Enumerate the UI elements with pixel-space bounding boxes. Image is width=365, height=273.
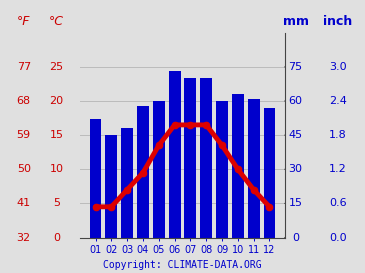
Bar	[89, 119, 101, 238]
Text: 5: 5	[53, 198, 60, 208]
Text: 10: 10	[50, 164, 64, 174]
Text: °F: °F	[17, 15, 30, 28]
Bar	[105, 135, 117, 238]
Text: °C: °C	[49, 15, 64, 28]
Text: 0.6: 0.6	[329, 198, 346, 208]
Bar	[248, 99, 260, 238]
Text: 0.0: 0.0	[329, 233, 346, 242]
Bar	[200, 78, 212, 238]
Text: 15: 15	[289, 198, 303, 208]
Text: 41: 41	[17, 198, 31, 208]
Text: 25: 25	[50, 62, 64, 72]
Text: 1.8: 1.8	[329, 130, 346, 140]
Text: 60: 60	[289, 96, 303, 106]
Text: 30: 30	[289, 164, 303, 174]
Text: 68: 68	[17, 96, 31, 106]
Bar	[184, 78, 196, 238]
Text: 0: 0	[53, 233, 60, 242]
Text: 3.0: 3.0	[329, 62, 346, 72]
Bar	[121, 128, 133, 238]
Bar	[137, 106, 149, 238]
Text: 2.4: 2.4	[329, 96, 346, 106]
Text: 50: 50	[17, 164, 31, 174]
Bar	[153, 101, 165, 238]
Bar	[169, 72, 181, 238]
Text: Copyright: CLIMATE-DATA.ORG: Copyright: CLIMATE-DATA.ORG	[103, 260, 262, 270]
Text: 1.2: 1.2	[329, 164, 346, 174]
Text: 20: 20	[50, 96, 64, 106]
Bar	[232, 94, 244, 238]
Bar	[264, 108, 276, 238]
Text: mm: mm	[283, 15, 309, 28]
Text: inch: inch	[323, 15, 352, 28]
Text: 77: 77	[16, 62, 31, 72]
Text: 75: 75	[289, 62, 303, 72]
Text: 0: 0	[292, 233, 299, 242]
Bar	[216, 101, 228, 238]
Text: 15: 15	[50, 130, 64, 140]
Text: 59: 59	[17, 130, 31, 140]
Text: 32: 32	[17, 233, 31, 242]
Text: 45: 45	[289, 130, 303, 140]
